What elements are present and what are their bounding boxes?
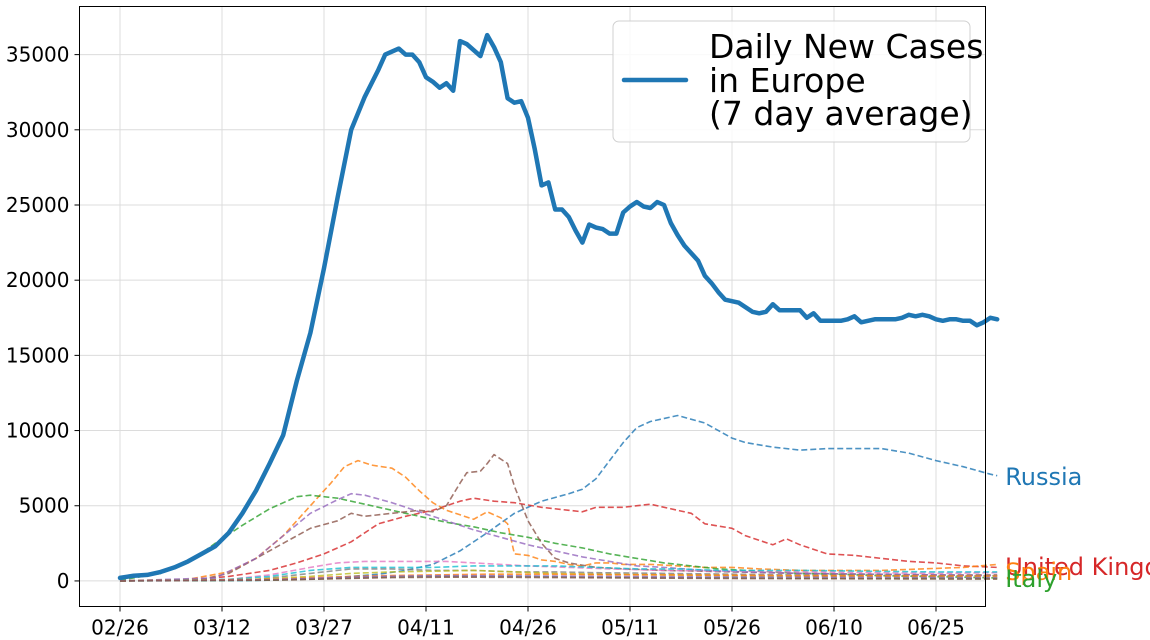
y-tick-label: 15000 [6,343,70,367]
y-tick-label: 35000 [6,43,70,67]
x-tick-label: 04/11 [397,616,455,640]
legend-box [612,20,971,143]
y-tick-label: 20000 [6,268,70,292]
series-line-spain [119,459,998,582]
y-tick-label: 0 [57,569,70,593]
y-tick-label: 25000 [6,193,70,217]
plot-frame [79,6,986,607]
series-line-italy [119,494,998,581]
x-tick-label: 05/11 [601,616,659,640]
end-label-italy: Italy [1005,565,1057,593]
series-line-daily-new-cases-in-europe-7-day-average [117,32,1000,581]
axis-ticks: 0 5000 10000 15000 20000 25000 30000 35000 02/26… [6,43,965,640]
series-line-series-7 [119,560,998,582]
x-tick-label: 04/26 [499,616,557,640]
y-tick-label: 30000 [6,118,70,142]
x-tick-label: 05/26 [703,616,761,640]
series-line-series-8 [119,565,998,582]
y-tick-label: 10000 [6,419,70,443]
series-line-series-5 [119,453,998,582]
series-line-series-14 [119,576,998,582]
series-line-series-6 [119,492,998,582]
x-tick-label: 02/26 [91,616,149,640]
end-label-russia: Russia [1005,463,1082,491]
legend-entry-line-3: (7 day average) [709,94,973,133]
end-labels: Russia United KingdomSpainItaly [1005,463,1150,593]
series-layer [117,32,1000,582]
legend: Daily New Cases in Europe (7 day average… [612,20,983,143]
end-label-spain: Spain [1005,558,1072,586]
legend-entry-line-2: in Europe [709,61,866,100]
x-tick-label: 03/27 [295,616,353,640]
end-label-united-kingdom: United Kingdom [1005,553,1150,581]
x-tick-label: 06/25 [907,616,965,640]
y-tick-label: 5000 [19,494,70,518]
series-line-united-kingdom [119,497,998,582]
x-tick-label: 03/12 [193,616,251,640]
x-tick-label: 06/10 [805,616,863,640]
legend-entry-line-1: Daily New Cases [709,27,983,66]
